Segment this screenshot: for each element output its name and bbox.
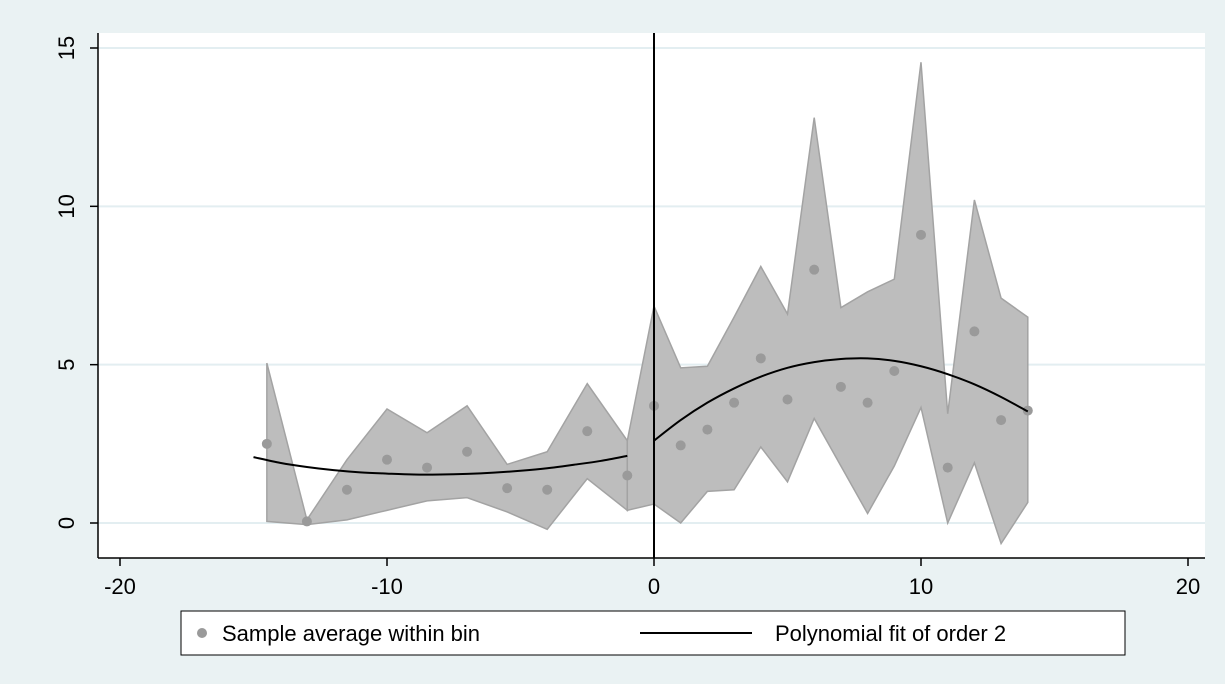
bin-average-point xyxy=(422,462,433,473)
x-tick-label: 10 xyxy=(909,574,933,599)
polynomial-fit-lines xyxy=(253,357,1029,476)
bin-average-point xyxy=(996,415,1007,426)
legend: Sample average within bin Polynomial fit… xyxy=(180,610,1126,656)
bin-average-point xyxy=(755,353,766,364)
y-tick-label: 0 xyxy=(54,517,79,529)
polynomial-fit-line xyxy=(653,357,1029,442)
bin-average-point xyxy=(702,424,713,435)
bin-average-point xyxy=(301,516,312,527)
bin-average-point xyxy=(675,440,686,451)
confidence-band xyxy=(266,62,1029,546)
bin-average-point xyxy=(341,484,352,495)
bin-average-point xyxy=(809,264,820,275)
bin-average-point xyxy=(502,483,513,494)
x-tick-label: -10 xyxy=(371,574,403,599)
bin-average-points xyxy=(261,229,1033,527)
y-tick-label: 5 xyxy=(54,359,79,371)
legend-label-line: Polynomial fit of order 2 xyxy=(775,621,1006,646)
axes: 0 5 10 15 -20 -10 0 10 20 xyxy=(54,33,1205,599)
legend-label-scatter: Sample average within bin xyxy=(222,621,480,646)
bin-average-point xyxy=(889,366,900,376)
legend-marker-scatter xyxy=(197,628,207,638)
bin-average-point xyxy=(582,426,593,437)
bin-average-point xyxy=(942,462,953,473)
bin-average-point xyxy=(382,454,392,465)
confidence-band-segment xyxy=(626,62,1029,546)
x-tick-label: 0 xyxy=(648,574,660,599)
x-tick-label: -20 xyxy=(104,574,136,599)
bin-average-point xyxy=(462,446,473,457)
polynomial-fit-line xyxy=(253,454,628,476)
bin-average-point xyxy=(729,397,740,408)
bin-average-point xyxy=(542,484,553,495)
bin-average-point xyxy=(916,229,926,240)
bin-average-point xyxy=(969,326,980,337)
y-tick-label: 15 xyxy=(54,36,79,60)
bin-average-point xyxy=(261,438,272,449)
bin-average-point xyxy=(862,397,873,408)
bin-average-point xyxy=(622,470,633,481)
x-tick-label: 20 xyxy=(1176,574,1200,599)
bin-average-point xyxy=(782,394,793,405)
bin-average-point xyxy=(835,381,846,392)
y-tick-label: 10 xyxy=(54,194,79,218)
